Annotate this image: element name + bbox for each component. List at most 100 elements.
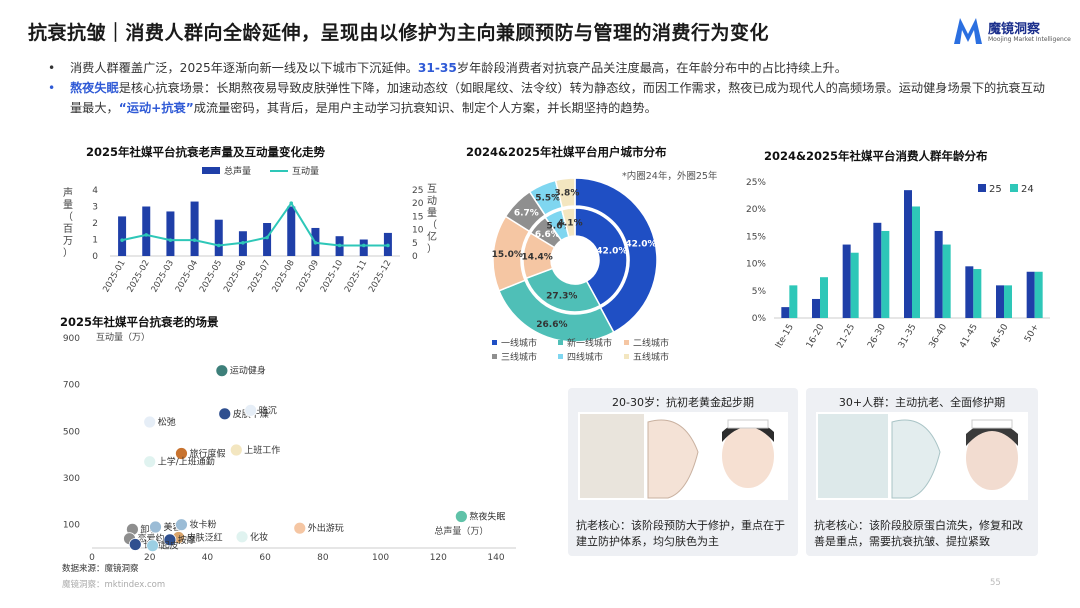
scatter-label: 上学/上班通勤 [158, 456, 215, 468]
bullet-2-text-b: 成流量密码，其背后，是用户主动学习抗衰知识、制定个人方案，并长期坚持的趋势。 [193, 101, 657, 115]
bar-volume [359, 239, 368, 256]
scatter-label: 皮肤泛红 [187, 532, 223, 544]
y-axis-title-char: 声 [63, 186, 73, 199]
card-30-plus-head: 30+人群：主动抗老、全面修护期 [838, 396, 1006, 409]
x-tick-label: 16-20 [805, 322, 827, 350]
scatter-label: 起皮 [161, 540, 179, 552]
scatter-label: 按摩 [178, 534, 196, 546]
footer-url: 魔镜洞察：mktindex.com [62, 580, 166, 590]
point-interaction [289, 201, 294, 205]
y-tick-label: 1 [92, 236, 98, 246]
bullet-1-text-a: 消费人群覆盖广泛，2025年逐渐向新一线及以下城市下沉延伸。 [70, 61, 418, 75]
bullet-1-text-b: 岁年龄段消费者对抗衰产品关注度最高，在年龄分布中的占比持续上升。 [456, 61, 847, 75]
bar-age-25 [812, 298, 820, 318]
scatter-label: 化妆 [250, 531, 268, 543]
y-tick-label: 20% [746, 205, 766, 215]
pie-label-inner: 27.3% [546, 292, 577, 302]
legend-label-city: 四线城市 [567, 351, 603, 363]
scatter-label: 松弛 [158, 416, 176, 428]
face-illustration-young [578, 412, 788, 500]
scatter-label: 外出游玩 [308, 522, 344, 534]
legend-swatch-city [558, 354, 563, 359]
x-tick-label: 2025-12 [367, 259, 393, 295]
scatter-point [146, 539, 159, 553]
y-tick-label: 4 [92, 186, 98, 196]
legend-swatch-volume [202, 167, 220, 174]
x-tick-label: 20 [144, 553, 156, 560]
bar-age-24 [820, 277, 828, 318]
y-tick-label: 900 [63, 334, 80, 344]
bullet-2-highlight-a: 熬夜失眠 [70, 81, 119, 95]
point-interaction [361, 243, 366, 248]
bullet-2-text-a: 是核心抗衰场景：长期熬夜易导致皮肤弹性下降，加速动态纹（如眼尾纹、法令纹）转为静… [70, 81, 1045, 115]
legend-swatch-city [624, 354, 629, 359]
age-distribution-chart: 0% 5% 10% 15% 20% 25% lte-15 16-20 21-25 26-30 31-… [746, 178, 1050, 350]
bullet-2-highlight-b: “运动+抗衰” [118, 101, 194, 115]
bullet-1-highlight: 31-35 [417, 61, 457, 75]
pie-label-outer: 5.5% [535, 194, 560, 204]
legend-swatch-city [558, 340, 563, 345]
scatter-label: 熬夜失眠 [469, 511, 505, 523]
y2-axis-title-char: 动 [427, 195, 437, 207]
bar-age-24 [912, 206, 920, 318]
pie-label-outer: 42.0% [625, 239, 656, 249]
legend-swatch-city [492, 354, 497, 359]
y2-tick-label: 10 [412, 226, 424, 236]
pie-label-outer: 3.8% [554, 188, 579, 198]
y2-tick-label: 5 [412, 239, 418, 249]
pie-label-inner: 14.4% [522, 252, 553, 262]
bar-age-24 [973, 269, 982, 318]
scatter-point [163, 533, 177, 547]
bar-volume [142, 206, 151, 256]
y-axis-title: 互动量（万） [96, 332, 150, 343]
bar-volume [166, 211, 175, 256]
legend-swatch-city [492, 340, 497, 345]
bar-volume [287, 206, 296, 256]
pie-slice-outer [574, 177, 658, 334]
bar-age-25 [1026, 271, 1035, 318]
bar-age-25 [842, 244, 851, 318]
bar-volume [214, 219, 223, 256]
face-diagram-icon [580, 414, 774, 499]
point-interaction [192, 238, 197, 242]
bar-age-24 [942, 244, 951, 318]
x-tick-label: 2025-06 [222, 259, 248, 295]
y-axis-title-char: ） [63, 247, 73, 259]
y2-axis-title-char: （ [427, 219, 437, 231]
x-tick-label: 26-30 [866, 322, 888, 350]
y2-axis-title-char: 亿 [427, 230, 437, 243]
scatter-label: 运动健身 [230, 365, 266, 377]
scatter-point [218, 407, 232, 421]
bar-age-25 [781, 307, 790, 318]
pie-label-inner: 6.6% [535, 230, 560, 240]
legend-label-city: 一线城市 [501, 337, 537, 349]
y-axis-title-char: 万 [63, 236, 73, 247]
legend-swatch-25 [978, 184, 986, 192]
y-tick-label: 100 [63, 521, 80, 531]
y-tick-label: 3 [92, 203, 98, 213]
bullet-dot: • [48, 61, 56, 75]
scatter-point [143, 455, 157, 469]
face-illustration-mature [816, 412, 1028, 500]
x-tick-label: 50+ [1023, 323, 1041, 344]
y-tick-label: 700 [63, 381, 80, 391]
bullet-2: • 熬夜失眠是核心抗衰场景：长期熬夜易导致皮肤弹性下降，加速动态纹（如眼尾纹、法… [48, 78, 1048, 118]
card-30-plus-note: 抗老核心：该阶段胶原蛋白流失，修复和改善是重点，需要抗衰抗皱、提拉紧致 [814, 519, 1023, 548]
bar-age-24 [881, 230, 890, 318]
scatter-label: 妆卡粉 [189, 519, 216, 531]
pie-label-outer: 15.0% [492, 250, 523, 260]
scatter-point [128, 538, 142, 551]
bar-age-24 [1004, 285, 1012, 318]
scatter-point [143, 415, 157, 429]
scatter-label: 上班工作 [244, 444, 280, 456]
scatter-point [235, 530, 249, 544]
x-tick-label: 60 [259, 553, 271, 560]
pie-label-inner: 5.6% [547, 222, 572, 232]
scatter-label: 暗沉 [259, 404, 277, 416]
age-chart-title: 2024&2025年社媒平台消费人群年龄分布 [764, 149, 988, 163]
y-axis-title-char: （ [63, 211, 73, 223]
point-interaction [216, 243, 221, 248]
pie-slice-inner [574, 207, 628, 307]
pie-label-outer: 26.6% [536, 320, 567, 330]
summary-bullets: • 消费人群覆盖广泛，2025年逐渐向新一线及以下城市下沉延伸。31-35岁年龄… [48, 58, 1048, 118]
